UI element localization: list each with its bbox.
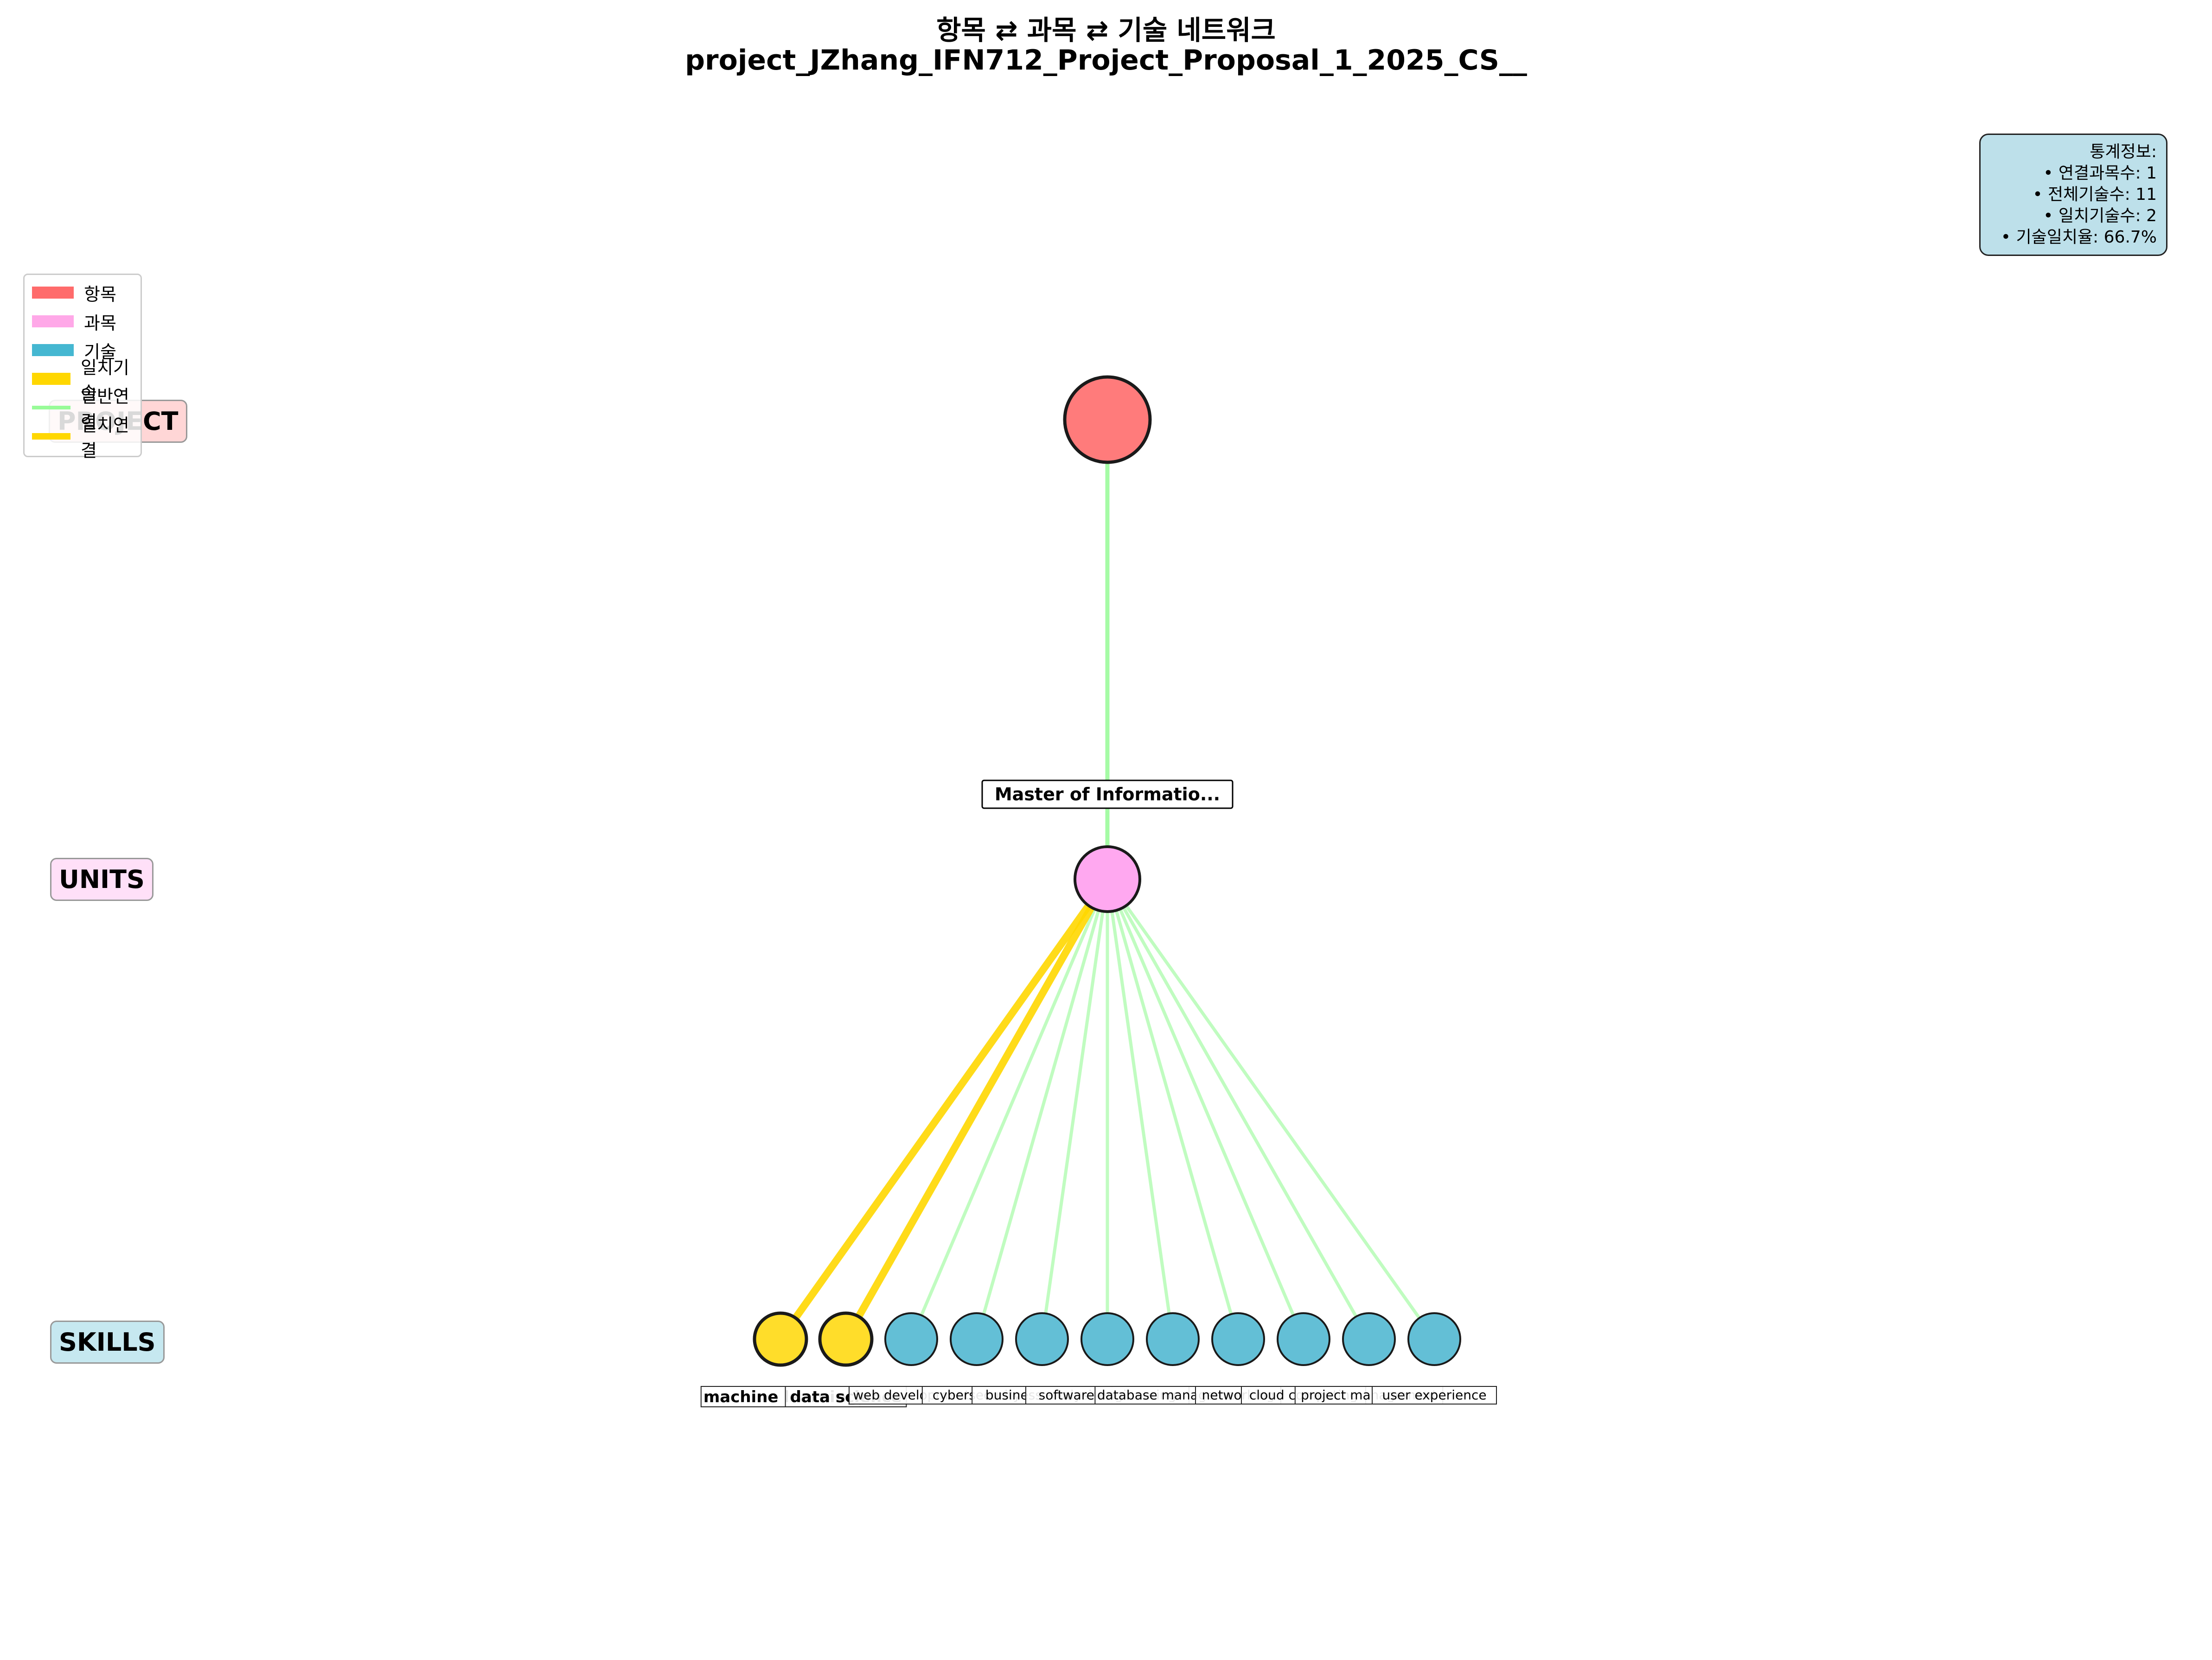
legend-label: 일치연결	[81, 415, 129, 461]
tier-label-skills: SKILLS	[50, 1321, 165, 1364]
node-layer	[753, 375, 1461, 1367]
skill-node-matched	[818, 1311, 874, 1367]
skill-node	[1211, 1312, 1265, 1366]
project-node	[1063, 375, 1152, 464]
edge-unit-skill-matched	[777, 877, 1111, 1341]
stats-box: 통계정보: • 연결과목수: 1 • 전체기술수: 11 • 일치기술수: 2 …	[1979, 134, 2167, 256]
legend-color-swatch	[32, 287, 74, 299]
legend-color-swatch	[32, 344, 74, 356]
edge-unit-skill	[1106, 878, 1436, 1341]
legend-item: 일반연결	[32, 386, 141, 432]
skill-node-matched	[753, 1311, 808, 1367]
skill-node	[1407, 1312, 1461, 1366]
edge-unit-skill	[1106, 879, 1240, 1340]
legend-item: 항목	[32, 279, 116, 306]
legend-label: 과목	[84, 313, 116, 333]
legend-color-swatch	[32, 315, 74, 327]
stat-unit-count: • 연결과목수: 1	[2043, 164, 2157, 183]
legend-item: 일치연결	[32, 415, 141, 461]
unit-node	[1074, 845, 1141, 913]
tier-label-units: UNITS	[50, 858, 153, 901]
legend-item: 기술	[32, 336, 116, 364]
skill-node	[884, 1312, 938, 1366]
unit-label: Master of Informatio...	[995, 784, 1220, 804]
legend-item: 일치기술	[32, 358, 141, 403]
legend-line-swatch	[32, 433, 71, 440]
stat-skill-count: • 전체기술수: 11	[2033, 185, 2157, 204]
edge-unit-skill-matched	[843, 877, 1111, 1341]
skill-node	[950, 1312, 1004, 1366]
skill-label-box	[1372, 1386, 1497, 1405]
stat-match-rate: • 기술일치율: 66.7%	[2001, 228, 2157, 247]
diagram-title: 항목 ⇄ 과목 ⇄ 기술 네트워크	[936, 14, 1276, 46]
legend-label: 일반연결	[81, 386, 129, 432]
diagram-subtitle: project_JZhang_IFN712_Project_Proposal_1…	[685, 44, 1527, 77]
edge-unit-skill	[1106, 878, 1371, 1340]
legend-color-swatch	[32, 373, 71, 385]
skill-node	[1342, 1312, 1396, 1366]
skill-node	[1015, 1312, 1069, 1366]
legend-label: 기술	[84, 341, 116, 362]
edge-unit-skill	[975, 879, 1109, 1340]
stats-heading: 통계정보:	[2090, 142, 2157, 161]
edge-layer	[777, 420, 1436, 1341]
edge-unit-skill	[909, 878, 1109, 1340]
edge-unit-skill	[1106, 879, 1175, 1340]
stat-matched-count: • 일치기술수: 2	[2043, 206, 2157, 225]
legend-line-swatch	[32, 406, 71, 409]
edge-unit-skill	[1106, 878, 1305, 1340]
skill-node	[1080, 1312, 1134, 1366]
legend-item: 과목	[32, 307, 116, 335]
skill-label: user experience	[1382, 1387, 1486, 1403]
label-layer: Master of Informatio...machine learningd…	[700, 779, 1497, 1407]
edge-unit-skill	[1040, 879, 1109, 1340]
skill-node	[1277, 1312, 1330, 1366]
skill-node	[1146, 1312, 1200, 1366]
legend-label: 항목	[84, 284, 116, 305]
legend-label: 일치기술	[81, 358, 129, 403]
unit-label-box	[981, 779, 1234, 809]
